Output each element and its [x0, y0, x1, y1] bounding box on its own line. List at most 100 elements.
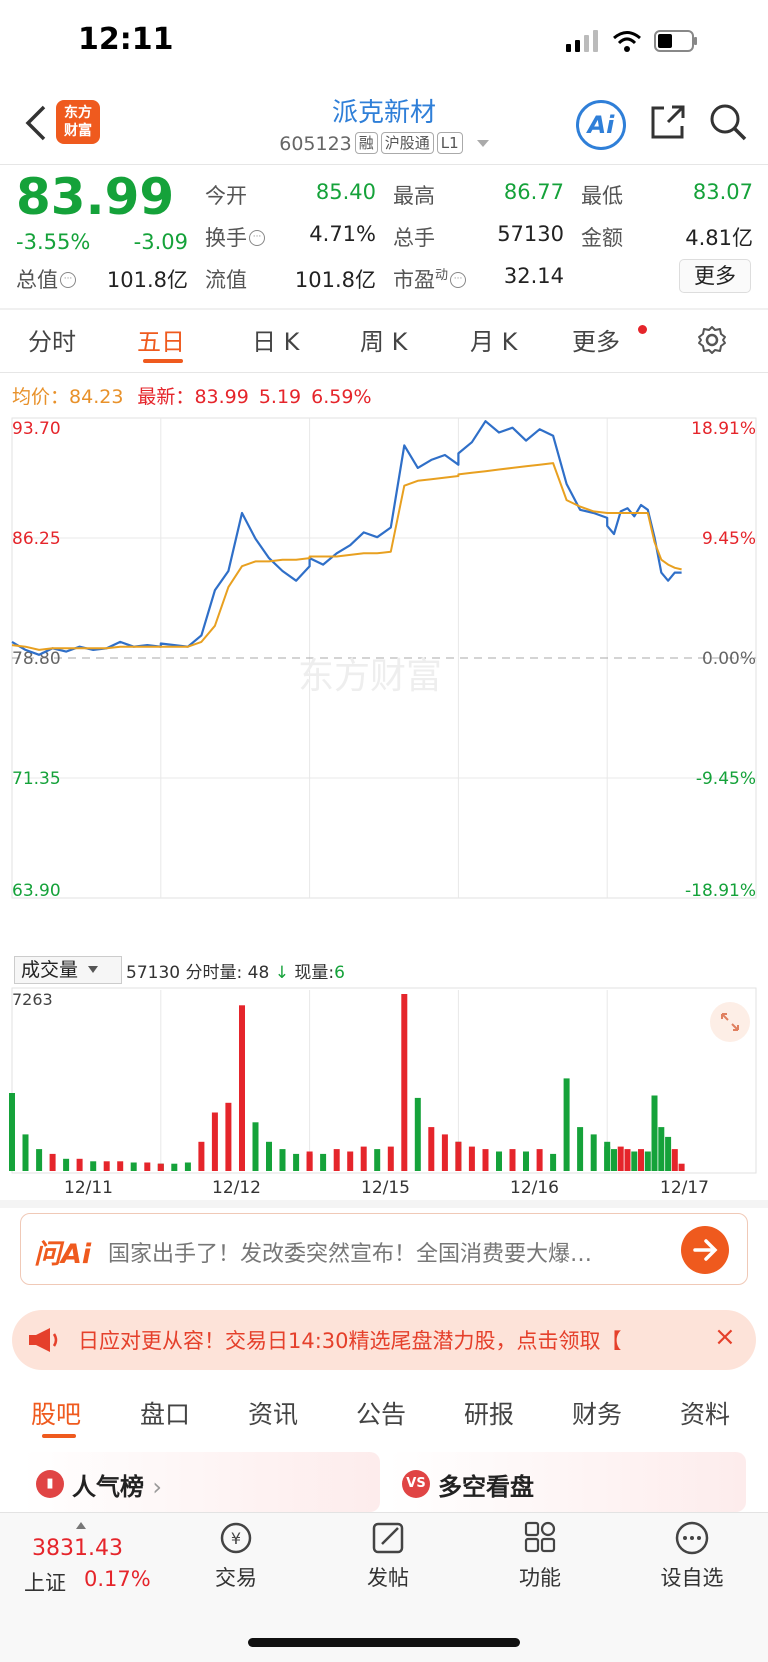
pe-label: 市盈动 ··· — [393, 264, 467, 294]
ai-logo: 问Ai — [34, 1239, 92, 1270]
volume-bar — [611, 1149, 617, 1171]
notice-text[interactable]: 日应对更从容！交易日14:30精选尾盘潜力股，点击领取【 — [78, 1329, 622, 1353]
nav-watchlist[interactable]: 设自选 — [642, 1520, 742, 1592]
vs-icon: VS — [402, 1470, 430, 1498]
ai-banner[interactable] — [20, 1213, 748, 1285]
minute-volume-value: 48 — [247, 963, 270, 983]
more-quote-button[interactable]: 更多 — [679, 259, 751, 293]
tab-more[interactable]: 更多 — [572, 328, 620, 356]
tab-monthly-k[interactable]: 月 K — [470, 328, 518, 356]
nav-functions[interactable]: 功能 — [490, 1520, 590, 1592]
nav-post[interactable]: 发帖 — [338, 1520, 438, 1592]
minute-volume-label: 分时量: — [185, 963, 243, 983]
volume-frame — [11, 987, 757, 1174]
index-change[interactable]: 0.17% — [84, 1567, 151, 1591]
volume-bar — [198, 1141, 205, 1171]
info-icon[interactable]: ··· — [60, 272, 76, 288]
ai-go-button[interactable] — [681, 1226, 729, 1274]
hot-rank-title: 人气榜 › — [72, 1473, 162, 1501]
nav-functions-label: 功能 — [519, 1566, 561, 1590]
y-tick-left: 78.80 — [12, 649, 61, 669]
tab-pankou[interactable]: 盘口 — [140, 1400, 191, 1429]
volume-bar — [333, 1149, 340, 1171]
index-value[interactable]: 3831.43 — [32, 1536, 123, 1561]
tab-daily-k[interactable]: 日 K — [252, 328, 300, 356]
tab-intraday[interactable]: 分时 — [28, 328, 76, 356]
quote-divider — [0, 308, 768, 310]
notice-bar[interactable] — [12, 1310, 756, 1370]
latest-value: 83.99 — [194, 386, 249, 408]
volume-bar — [658, 1127, 665, 1171]
share-icon[interactable] — [648, 102, 688, 142]
volume-bar — [590, 1134, 597, 1171]
volume-value: 57130 — [497, 222, 564, 246]
nav-post-label: 发帖 — [367, 1566, 409, 1590]
volume-bar — [279, 1149, 286, 1171]
volume-bar — [130, 1162, 137, 1171]
x-tick-label: 12/16 — [510, 1178, 559, 1198]
volume-bar — [509, 1149, 516, 1171]
volume-bar — [320, 1153, 327, 1171]
tab-active-indicator — [143, 359, 183, 363]
volume-bar — [401, 994, 408, 1171]
indicator-select[interactable]: 成交量 — [14, 956, 122, 984]
long-short-card[interactable] — [388, 1452, 746, 1512]
grid-icon — [524, 1521, 556, 1553]
price-chart[interactable]: 东方财富 93.70 86.25 78.80 71.35 63.90 18.91% 9.45… — [0, 410, 768, 955]
arrow-down-icon: ↓ — [274, 963, 289, 983]
tab-weekly-k[interactable]: 周 K — [360, 328, 408, 356]
volume-bar — [563, 1078, 570, 1171]
megaphone-icon — [29, 1328, 58, 1352]
back-icon[interactable] — [22, 103, 52, 143]
tab-announcement[interactable]: 公告 — [356, 1400, 407, 1429]
tab-profile[interactable]: 资料 — [680, 1400, 731, 1429]
nav-watchlist-label: 设自选 — [660, 1566, 724, 1590]
hot-rank-card[interactable] — [22, 1452, 380, 1512]
tab-research[interactable]: 研报 — [464, 1400, 515, 1429]
index-name[interactable]: 上证 — [24, 1571, 66, 1595]
tag-level: L1 — [436, 132, 463, 154]
header-divider — [0, 164, 768, 165]
arrow-right-icon — [693, 1239, 718, 1261]
market-cap-value: 101.8亿 — [106, 268, 188, 292]
volume-bar — [624, 1149, 631, 1171]
y-tick-right: 9.45% — [702, 529, 756, 549]
volume-bar — [117, 1161, 124, 1171]
chevron-down-icon[interactable] — [476, 140, 489, 147]
volume-bar — [49, 1153, 56, 1171]
tab-news[interactable]: 资讯 — [248, 1400, 299, 1429]
tab-guba[interactable]: 股吧 — [31, 1400, 82, 1429]
volume-bar — [347, 1151, 354, 1171]
tab-five-day[interactable]: 五日 — [137, 328, 185, 356]
info-icon[interactable]: ··· — [249, 230, 265, 246]
market-cap-label: 总值 ··· — [16, 264, 76, 294]
eastmoney-logo: 东方 财富 — [56, 100, 100, 144]
info-icon[interactable]: ··· — [450, 272, 467, 288]
x-tick-label: 12/15 — [361, 1178, 410, 1198]
high-value: 86.77 — [503, 180, 564, 204]
gear-icon[interactable] — [697, 325, 727, 355]
volume-max-tick: 7263 — [12, 990, 53, 1009]
volume-bar — [374, 1149, 381, 1171]
ai-button[interactable]: Ai — [576, 100, 626, 150]
ai-banner-text[interactable]: 国家出手了！发改委突然宣布！全国消费要大爆… — [108, 1242, 593, 1267]
nav-trade[interactable]: ¥ 交易 — [186, 1520, 286, 1592]
volume-bar — [144, 1162, 151, 1171]
volume-bar — [90, 1161, 97, 1171]
search-icon[interactable] — [708, 102, 748, 142]
tab-finance[interactable]: 财务 — [572, 1400, 623, 1429]
volume-bar — [171, 1163, 178, 1171]
pe-superscript: 动 — [435, 268, 449, 283]
last-price: 83.99 — [16, 168, 175, 226]
volume-bar — [671, 1149, 678, 1171]
close-icon[interactable]: × — [714, 1322, 736, 1352]
volume-bar — [103, 1161, 110, 1171]
change-amount: -3.09 — [133, 230, 188, 254]
y-tick-left: 86.25 — [12, 529, 61, 549]
volume-chart[interactable]: 7263 — [0, 985, 768, 1175]
volume-bar — [184, 1162, 191, 1171]
volume-bar — [638, 1149, 644, 1171]
expand-icon[interactable] — [710, 1002, 750, 1042]
volume-bar — [387, 1146, 394, 1171]
y-tick-left: 93.70 — [12, 419, 61, 439]
